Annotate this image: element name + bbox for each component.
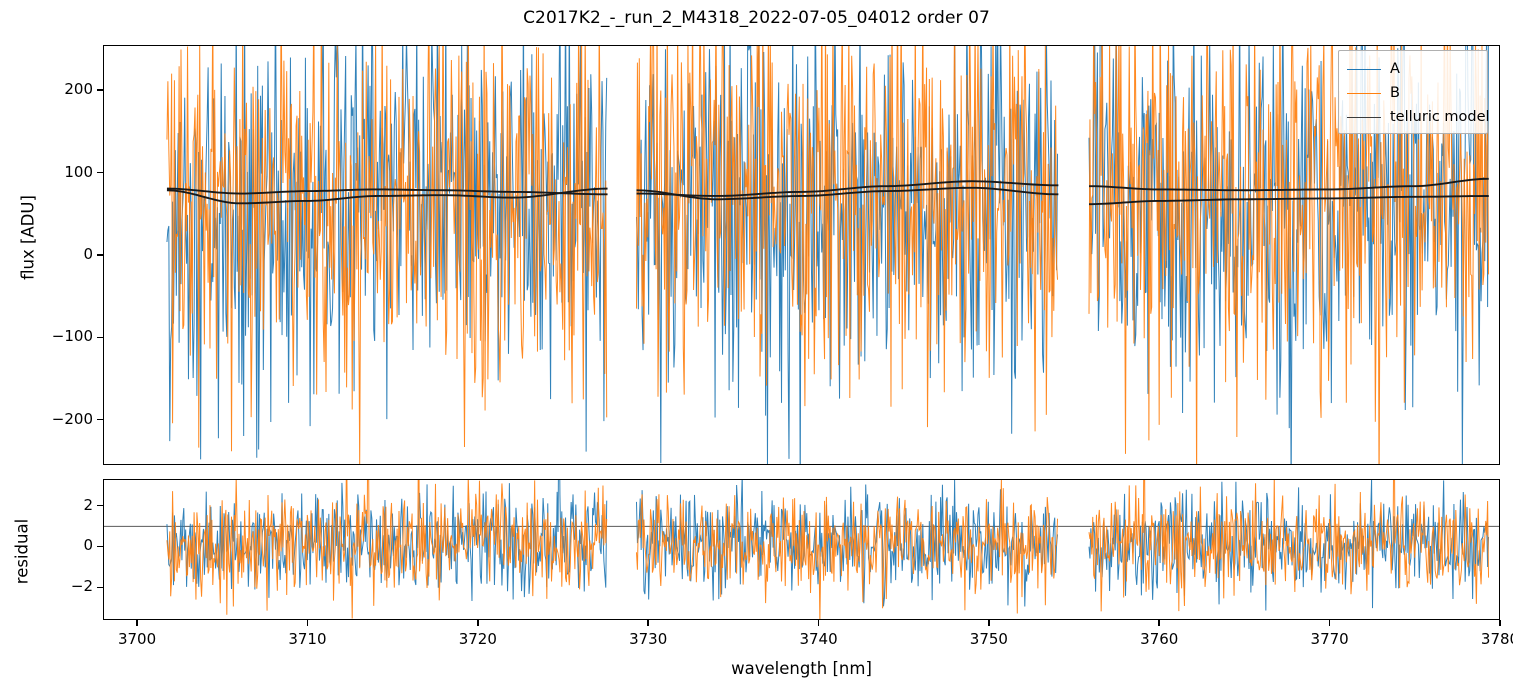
y-tick-mark-residual-1 bbox=[97, 545, 103, 548]
flux-plot-canvas bbox=[166, 46, 1490, 464]
y-tick-label-residual-2: −2 bbox=[70, 577, 93, 596]
residual-trace-b-segment-0 bbox=[166, 480, 608, 619]
y-tick-label-flux-4: −200 bbox=[51, 409, 93, 428]
y-tick-mark-flux-1 bbox=[97, 171, 103, 174]
residual-plot-panel bbox=[103, 479, 1500, 620]
legend: A B telluric model bbox=[1338, 50, 1490, 134]
flux-trace-a-segment-1 bbox=[635, 46, 1059, 464]
y-axis-label-residual: residual bbox=[12, 518, 32, 585]
legend-label-a: A bbox=[1390, 60, 1400, 77]
x-tick-label-5: 3750 bbox=[969, 630, 1008, 648]
legend-item-b: B bbox=[1347, 81, 1479, 105]
legend-item-a: A bbox=[1347, 57, 1479, 81]
flux-trace-b-segment-2 bbox=[1088, 46, 1490, 464]
x-tick-mark-5 bbox=[988, 620, 990, 626]
flux-trace-b-segment-0 bbox=[166, 46, 608, 464]
y-tick-mark-residual-2 bbox=[97, 586, 103, 589]
x-tick-label-6: 3760 bbox=[1140, 630, 1179, 648]
legend-swatch-telluric-model bbox=[1347, 116, 1381, 118]
x-tick-label-7: 3770 bbox=[1310, 630, 1349, 648]
y-tick-label-flux-0: 200 bbox=[64, 80, 93, 99]
residual-plot-canvas bbox=[104, 480, 1499, 619]
x-tick-mark-1 bbox=[306, 620, 309, 626]
telluric-model-curve-b-segment-0 bbox=[166, 187, 608, 205]
x-tick-mark-8 bbox=[1499, 620, 1501, 626]
x-tick-label-4: 3740 bbox=[799, 630, 838, 648]
legend-swatch-b bbox=[1347, 92, 1381, 94]
y-tick-mark-flux-2 bbox=[97, 254, 103, 256]
legend-item-telluric-model: telluric model bbox=[1347, 105, 1490, 129]
telluric-model-curve-b-segment-1 bbox=[636, 186, 1059, 201]
x-tick-mark-0 bbox=[136, 620, 138, 626]
y-tick-mark-flux-0 bbox=[97, 89, 103, 92]
flux-trace-b-segment-1 bbox=[635, 46, 1059, 432]
y-tick-label-flux-3: −100 bbox=[51, 327, 93, 346]
y-tick-label-flux-1: 100 bbox=[64, 162, 93, 181]
x-tick-mark-6 bbox=[1158, 620, 1161, 626]
x-tick-mark-4 bbox=[817, 620, 820, 626]
legend-label-b: B bbox=[1390, 84, 1400, 101]
legend-label-telluric-model: telluric model bbox=[1390, 108, 1490, 125]
flux-plot-panel bbox=[103, 45, 1500, 465]
y-axis-label-flux: flux [ADU] bbox=[18, 195, 38, 280]
x-tick-label-3: 3730 bbox=[629, 630, 668, 648]
x-tick-label-8: 3780 bbox=[1480, 630, 1513, 648]
figure-title: C2017K2_-_run_2_M4318_2022-07-05_04012 o… bbox=[523, 8, 990, 28]
x-tick-mark-7 bbox=[1328, 620, 1331, 626]
residual-trace-b-segment-2 bbox=[1088, 480, 1490, 612]
x-tick-label-2: 3720 bbox=[458, 630, 497, 648]
y-tick-mark-flux-3 bbox=[97, 336, 103, 339]
telluric-model-curve-a-segment-2 bbox=[1088, 177, 1489, 192]
y-tick-mark-residual-0 bbox=[97, 504, 103, 507]
legend-swatch-a bbox=[1347, 68, 1381, 70]
x-tick-label-1: 3710 bbox=[288, 630, 327, 648]
y-tick-mark-flux-4 bbox=[97, 418, 103, 421]
y-tick-label-residual-0: 2 bbox=[83, 495, 93, 514]
residual-trace-b-segment-1 bbox=[635, 480, 1059, 619]
y-tick-label-flux-2: 0 bbox=[83, 245, 93, 263]
x-tick-mark-2 bbox=[477, 620, 479, 626]
telluric-model-curve-b-segment-2 bbox=[1088, 195, 1489, 206]
x-tick-mark-3 bbox=[647, 620, 649, 626]
y-tick-label-residual-1: 0 bbox=[83, 536, 93, 555]
x-tick-label-0: 3700 bbox=[117, 630, 157, 648]
x-axis-label: wavelength [nm] bbox=[731, 659, 872, 678]
telluric-model-curve-a-segment-0 bbox=[166, 187, 608, 196]
telluric-model-curve-a-segment-1 bbox=[636, 180, 1059, 197]
